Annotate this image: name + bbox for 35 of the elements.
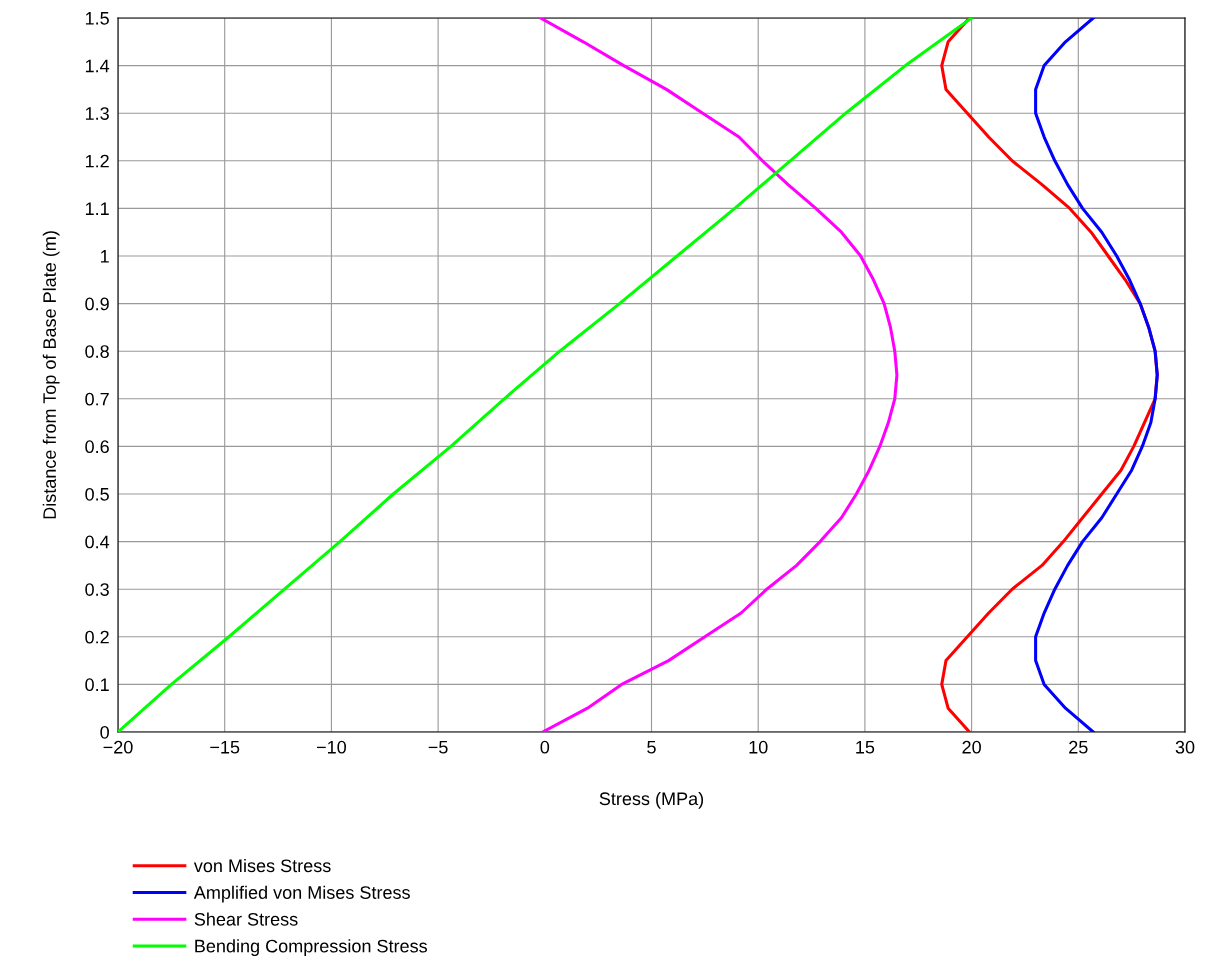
x-tick-label: 20 (962, 740, 981, 754)
line-series (1034, 18, 1159, 732)
y-tick-label: 0 (100, 725, 109, 739)
x-axis-title: Stress (MPa) (599, 791, 704, 809)
x-tick-label: −5 (428, 741, 448, 754)
y-tick-label: 1.3 (85, 107, 109, 120)
y-tick-label: 0.4 (85, 535, 110, 549)
x-tick-label: 25 (1069, 740, 1088, 754)
y-tick-label: 0.8 (85, 345, 109, 358)
x-tick-label: 10 (749, 740, 768, 754)
x-tick-label: −15 (210, 741, 240, 754)
x-tick-label: −20 (103, 740, 133, 754)
y-tick-label: 1 (101, 250, 109, 263)
x-tick-label: 30 (1175, 740, 1195, 754)
x-tick-label: 15 (856, 741, 875, 754)
x-tick-label: −10 (316, 740, 347, 754)
y-tick-label: 0.7 (85, 392, 109, 406)
y-tick-label: 0.9 (85, 297, 109, 311)
y-tick-label: 1.1 (85, 202, 109, 215)
y-axis-title: Distance from Top of Base Plate (m) (42, 231, 60, 519)
x-tick-label: 0 (540, 740, 550, 754)
y-tick-label: 0.6 (85, 440, 109, 454)
x-tick-label: 5 (647, 741, 656, 754)
legend-label: Amplified von Mises Stress (193, 885, 410, 903)
legend-label: Bending Compression Stress (195, 939, 428, 957)
y-tick-label: 0.2 (85, 630, 109, 644)
y-tick-label: 1.4 (85, 59, 110, 73)
y-tick-label: 1.5 (85, 12, 109, 25)
legend-label: von Mises Stress (193, 858, 331, 873)
y-tick-label: 0.1 (85, 678, 109, 692)
y-tick-label: 0.5 (85, 487, 109, 501)
line-series (539, 18, 899, 732)
y-tick-label: 1.2 (85, 154, 109, 168)
legend-label: Shear Stress (194, 912, 298, 926)
y-tick-label: 0.3 (85, 583, 109, 596)
